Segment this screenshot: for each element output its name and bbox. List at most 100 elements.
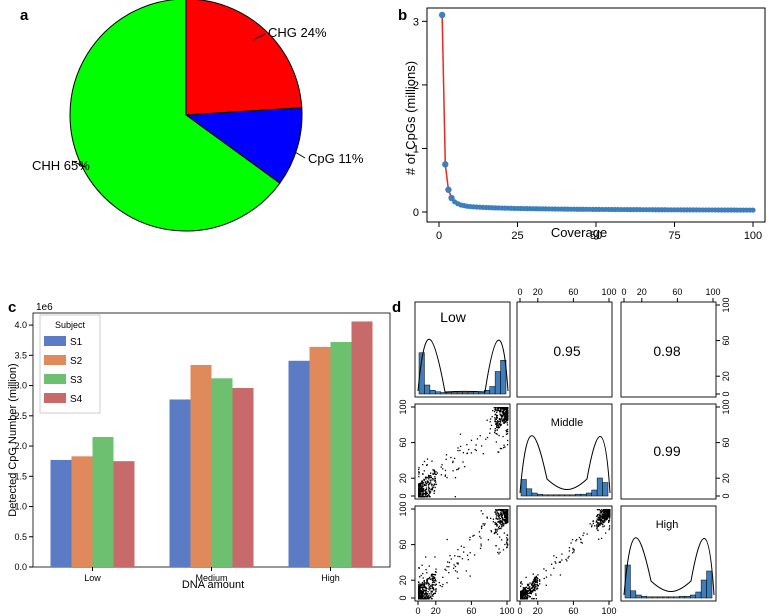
d-scatter-point: [605, 532, 607, 534]
pie-leader-chg: [252, 33, 266, 41]
d-scatter-point: [496, 512, 498, 514]
d-scatter-point: [425, 484, 427, 486]
d-scatter-point: [600, 515, 602, 518]
d-scatter-point: [606, 516, 608, 518]
d-scatter-point: [534, 586, 536, 588]
d-scatter-point: [419, 495, 421, 497]
d-scatter-point: [420, 491, 423, 493]
d-scatter-point: [418, 593, 421, 596]
d-scatter-point: [469, 536, 471, 539]
d-scatter-point: [524, 587, 526, 589]
d-scatter-point: [506, 410, 508, 412]
d-scatter-point: [506, 518, 509, 520]
d-scatter-point: [504, 515, 506, 517]
d-scatter-point: [502, 511, 505, 514]
d-scatter-point: [505, 516, 507, 519]
d-scatter-point: [427, 483, 430, 486]
c-legend-label-s4: S4: [70, 394, 83, 405]
d-scatter-point: [498, 553, 500, 555]
d-scatter-point: [418, 496, 420, 498]
d-scatter-point: [426, 593, 429, 595]
d-scatter-point: [442, 583, 444, 586]
d-scatter-point: [444, 469, 447, 472]
d-scatter-point: [430, 598, 432, 600]
d-scatter-point: [501, 516, 504, 519]
d-scatter-point: [419, 491, 421, 493]
d-scatter-point: [495, 432, 497, 435]
d-scatter-point: [521, 591, 523, 593]
d-scatter-point: [500, 410, 502, 412]
d-cell-frame: [414, 301, 511, 398]
d-scatter-point: [435, 473, 437, 476]
d-scatter-point: [499, 424, 501, 426]
d-scatter-point: [506, 534, 508, 536]
d-scatter-point: [532, 598, 535, 600]
d-scatter-point: [487, 539, 490, 541]
d-scatter-point: [550, 574, 552, 576]
d-scatter-point: [430, 591, 432, 593]
d-scatter-point: [419, 490, 421, 492]
d-scatter-point: [425, 483, 427, 485]
d-scatter-point: [418, 466, 420, 469]
d-scatter-point: [479, 535, 481, 538]
panel-label-a: a: [20, 7, 29, 24]
d-scatter-point: [531, 590, 533, 593]
d-scatter-point: [499, 407, 502, 409]
d-scatter-point: [525, 593, 527, 596]
d-scatter-point: [422, 592, 424, 595]
d-scatter-point: [432, 581, 434, 584]
d-scatter-point: [432, 486, 434, 488]
d-scatter-point: [429, 496, 431, 498]
d-scatter-point: [419, 485, 422, 487]
d-scatter-point: [506, 517, 509, 519]
d-scatter-point: [506, 409, 508, 411]
d-scatter-point: [599, 519, 602, 522]
d-scatter-point: [501, 410, 504, 413]
d-scatter-point: [468, 448, 470, 451]
d-scatter-point: [602, 515, 604, 517]
d-left-tick-label: 100: [398, 501, 408, 516]
d-scatter-point: [504, 520, 506, 522]
d-scatter-point: [599, 509, 602, 512]
d-scatter-point: [520, 594, 522, 596]
d-scatter-point: [532, 589, 534, 591]
d-scatter-point: [459, 449, 461, 452]
d-scatter-point: [418, 487, 420, 489]
d-hist-bar: [418, 352, 425, 395]
d-scatter-point: [496, 426, 498, 429]
c-y-axis-label: Detected CpG Number (million): [7, 363, 19, 516]
d-scatter-point: [499, 409, 502, 411]
d-scatter-point: [431, 583, 433, 586]
d-corr-middle-high: 0.99: [653, 443, 680, 459]
d-scatter-point: [429, 589, 431, 591]
d-scatter-point: [425, 598, 427, 600]
d-scatter-point: [497, 518, 499, 520]
d-scatter-point: [522, 587, 524, 589]
d-scatter-point: [502, 419, 505, 422]
d-scatter-point: [421, 496, 423, 498]
c-y-tick-label: 3.0: [14, 381, 27, 391]
d-scatter-point: [497, 424, 499, 427]
d-scatter-point: [497, 528, 499, 530]
d-scatter-point: [502, 523, 504, 525]
d-scatter-point: [426, 598, 428, 600]
d-scatter-point: [503, 444, 505, 446]
d-scatter-point: [482, 523, 484, 525]
d-scatter-point: [535, 575, 537, 578]
d-scatter-point: [435, 571, 437, 573]
c-bar-s4-low: [113, 461, 135, 567]
b-x-tick-label: 50: [590, 230, 602, 242]
d-scatter-point: [483, 524, 485, 526]
d-scatter-point: [434, 472, 436, 474]
d-scatter-point: [444, 475, 446, 477]
d-scatter-point: [606, 511, 608, 513]
d-hist-bar: [580, 493, 587, 497]
c-x-tick-label: Medium: [195, 573, 227, 583]
d-scatter-point: [422, 491, 424, 493]
d-scatter-point: [506, 411, 509, 413]
d-scatter-point: [419, 492, 421, 494]
d-scatter-point: [489, 421, 491, 423]
d-scatter-point: [502, 524, 504, 526]
d-scatter-point: [430, 483, 433, 485]
d-bottom-tick-label: 0: [415, 606, 420, 616]
